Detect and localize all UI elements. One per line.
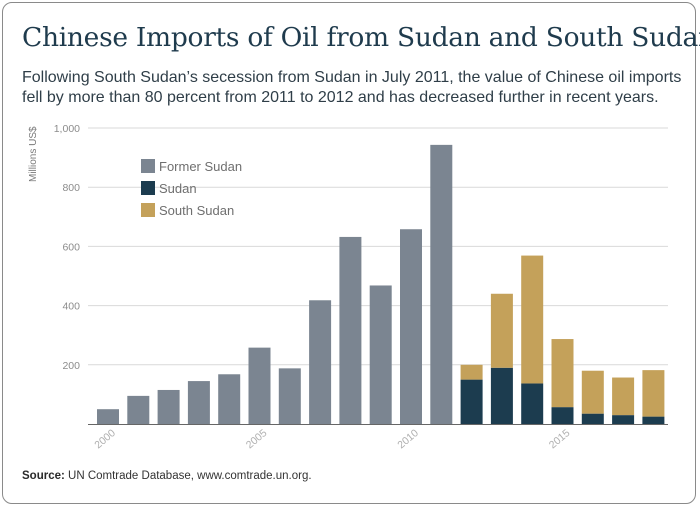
chart-title: Chinese Imports of Oil from Sudan and So… bbox=[22, 22, 700, 53]
bar-sudan-2014 bbox=[521, 383, 544, 424]
legend-swatch-former-sudan bbox=[141, 159, 155, 173]
legend-label-south-sudan: South Sudan bbox=[159, 203, 234, 218]
bar-former-sudan-2006 bbox=[278, 368, 301, 424]
y-tick-label: 1,000 bbox=[54, 123, 80, 135]
legend-label-sudan: Sudan bbox=[159, 181, 197, 196]
bar-south-sudan-2013 bbox=[490, 293, 513, 368]
y-tick-label: 200 bbox=[62, 360, 80, 372]
source-text: UN Comtrade Database, www.comtrade.un.or… bbox=[64, 470, 312, 482]
bar-former-sudan-2002 bbox=[157, 389, 180, 424]
legend: Former Sudan Sudan South Sudan bbox=[141, 159, 242, 218]
y-tick-label: 800 bbox=[62, 182, 80, 194]
bar-sudan-2018 bbox=[642, 416, 665, 424]
x-tick-label: 2010 bbox=[395, 427, 421, 451]
legend-label-former-sudan: Former Sudan bbox=[159, 159, 242, 174]
x-tick-label: 2000 bbox=[92, 427, 118, 451]
bar-south-sudan-2014 bbox=[521, 255, 544, 384]
bar-south-sudan-2015 bbox=[551, 339, 574, 408]
x-tick-labels: 2000 2005 2010 2015 bbox=[92, 427, 572, 451]
bar-former-sudan-2004 bbox=[218, 374, 241, 424]
bar-south-sudan-2017 bbox=[612, 377, 635, 416]
x-tick-label: 2005 bbox=[244, 427, 270, 451]
y-axis-label: Millions US$ bbox=[28, 126, 39, 182]
y-tick-labels: 200 400 600 800 1,000 bbox=[54, 123, 80, 372]
bar-sudan-2012 bbox=[460, 379, 483, 424]
bar-former-sudan-2007 bbox=[309, 300, 332, 424]
bar-sudan-2016 bbox=[581, 413, 604, 424]
bar-former-sudan-2003 bbox=[187, 381, 210, 424]
bar-sudan-2017 bbox=[612, 415, 635, 424]
bar-sudan-2013 bbox=[490, 367, 513, 424]
bar-south-sudan-2018 bbox=[642, 370, 665, 417]
bar-former-sudan-2001 bbox=[127, 395, 150, 424]
bar-former-sudan-2005 bbox=[248, 347, 271, 424]
legend-swatch-sudan bbox=[141, 181, 155, 195]
bar-former-sudan-2011 bbox=[430, 144, 453, 424]
source-note: Source: UN Comtrade Database, www.comtra… bbox=[22, 470, 312, 482]
bar-former-sudan-2010 bbox=[400, 229, 422, 424]
bar-former-sudan-2008 bbox=[339, 236, 362, 424]
bars bbox=[97, 144, 665, 424]
bar-south-sudan-2012 bbox=[460, 364, 483, 380]
bar-former-sudan-2009 bbox=[369, 285, 392, 424]
source-label: Source: bbox=[22, 470, 65, 482]
bar-former-sudan-2000 bbox=[97, 409, 119, 424]
legend-swatch-south-sudan bbox=[141, 203, 155, 217]
x-tick-label: 2015 bbox=[547, 427, 573, 451]
bar-south-sudan-2016 bbox=[581, 370, 604, 414]
y-tick-label: 400 bbox=[62, 301, 80, 313]
chart-subtitle: Following South Sudan’s secession from S… bbox=[22, 69, 682, 106]
y-tick-label: 600 bbox=[62, 241, 80, 253]
bar-sudan-2015 bbox=[551, 407, 574, 424]
